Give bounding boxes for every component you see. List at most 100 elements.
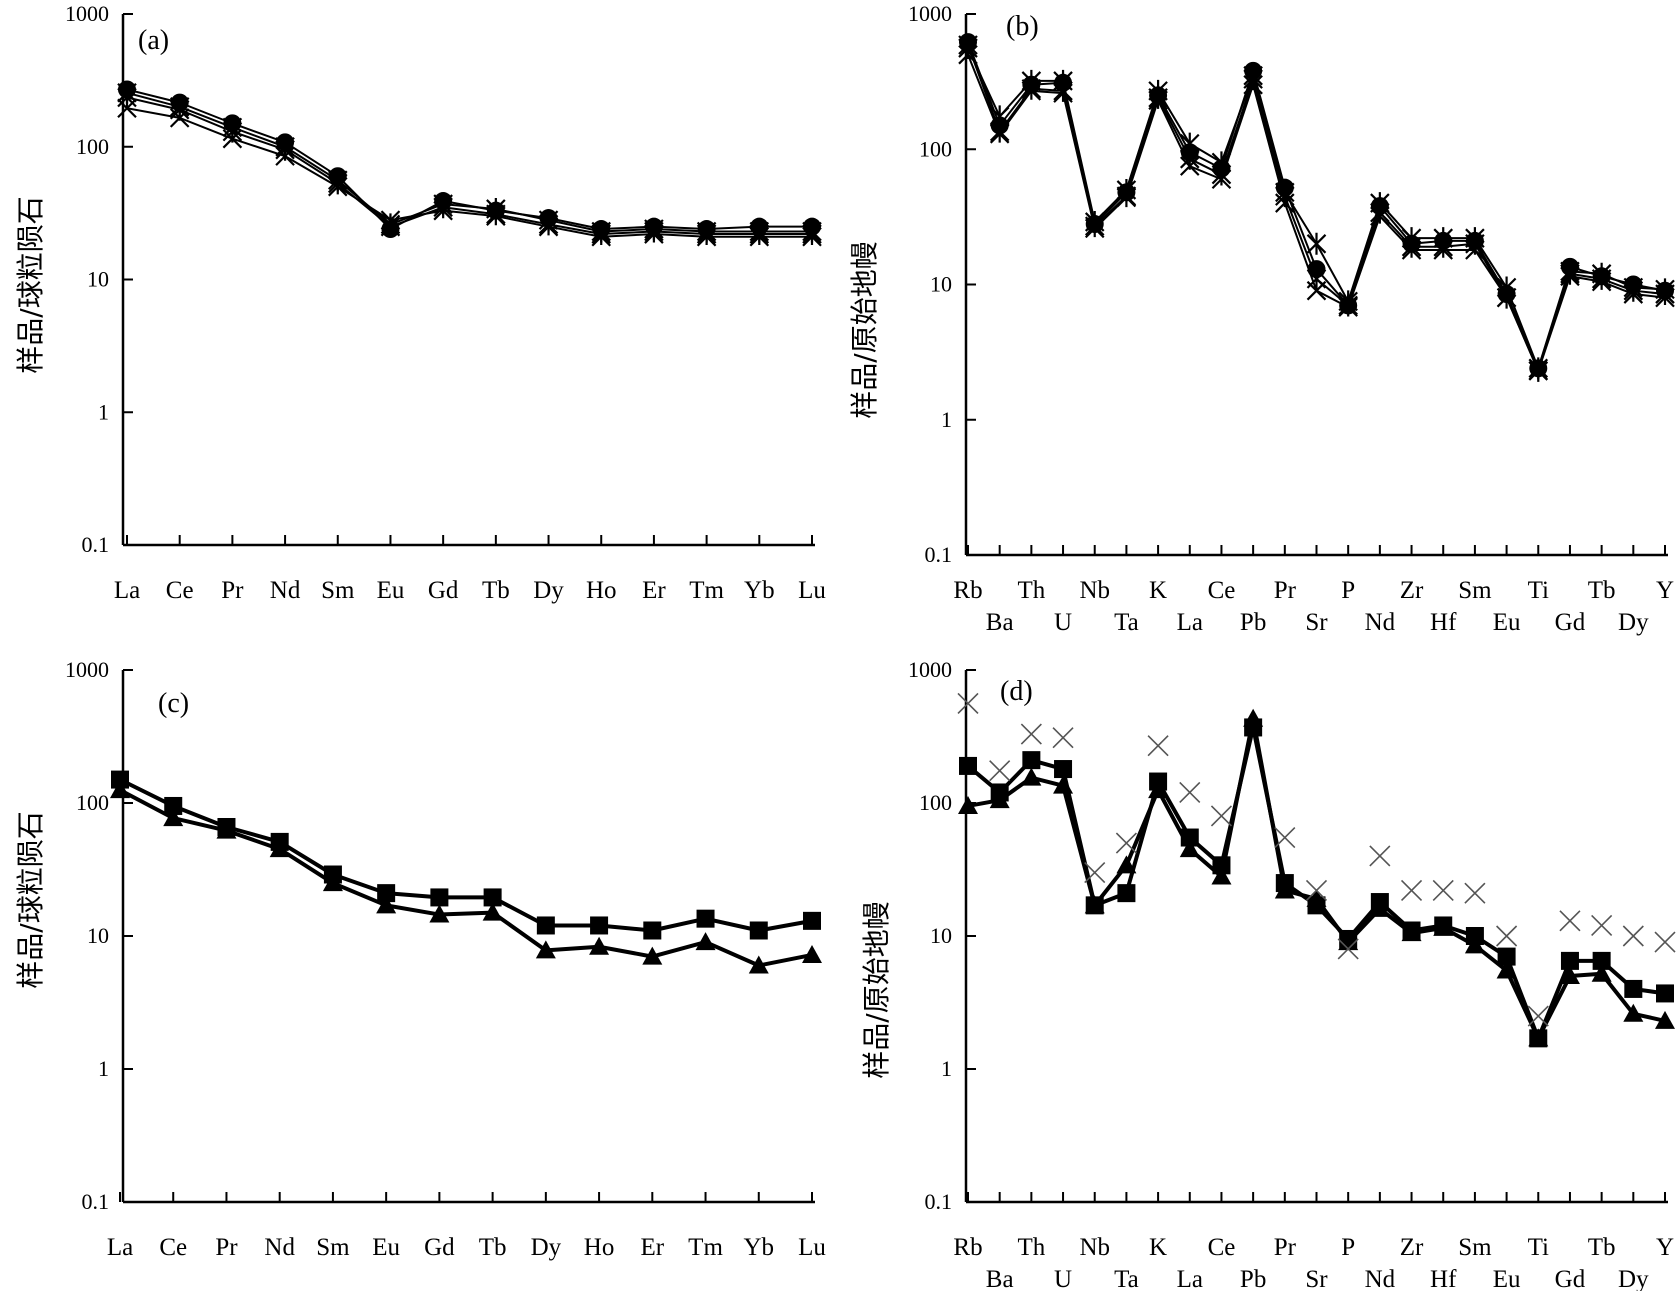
data-point (163, 808, 184, 827)
x-tick-label: Sr (1305, 1266, 1328, 1291)
x-tick-label: Pr (215, 1234, 238, 1261)
x-tick-label: U (1054, 609, 1072, 636)
data-point (538, 213, 559, 236)
y-tick-label: 0.1 (82, 1189, 110, 1214)
panel-label: (b) (1006, 11, 1039, 42)
x-tick-label: Tb (479, 1234, 507, 1261)
x-tick-label: Pr (221, 577, 244, 604)
x-tick-label: Tb (1588, 577, 1616, 604)
data-point (1338, 932, 1359, 951)
data-point (696, 223, 717, 246)
panel-label: (c) (158, 688, 189, 719)
x-tick-label: Zr (1400, 577, 1424, 604)
x-tick-label: U (1054, 1266, 1072, 1291)
data-point (590, 916, 609, 935)
x-tick-label: Gd (1555, 1266, 1586, 1291)
x-tick-label: Y (1656, 577, 1674, 604)
data-point (642, 946, 663, 965)
data-point (1052, 727, 1074, 749)
x-tick-label: Eu (1493, 609, 1521, 636)
data-point (486, 203, 506, 226)
y-tick-label: 10 (930, 923, 952, 948)
data-point (1464, 882, 1486, 904)
y-axis-label: 样品/球粒陨石 (14, 196, 47, 373)
x-tick-label: Rb (953, 1234, 982, 1261)
data-point (111, 770, 129, 789)
data-point (380, 210, 401, 230)
data-point (1656, 984, 1674, 1003)
data-point (1054, 760, 1073, 779)
x-tick-label: Tm (688, 1234, 723, 1261)
x-tick-label: Pb (1240, 1266, 1266, 1291)
x-tick-label: Ba (986, 609, 1014, 636)
x-tick-label: Tb (1588, 1234, 1616, 1261)
chart-c: 样品/球粒陨石 (c) 0.1 1 10 100 1000 La Ce Pr Nd Sm Eu Gd T… (14, 657, 826, 1261)
data-point (1560, 951, 1579, 970)
data-point (1559, 966, 1580, 985)
series-line (119, 788, 813, 968)
data-point (958, 795, 978, 814)
x-tick-label: Yb (744, 577, 775, 604)
x-tick-label: Gd (428, 577, 459, 604)
data-point (1210, 805, 1233, 827)
data-point (1243, 708, 1264, 727)
data-point (1053, 79, 1073, 102)
x-tick-label: Nd (264, 1234, 295, 1261)
x-tick-label: Zr (1400, 1234, 1424, 1261)
x-tick-label: Eu (1493, 1266, 1521, 1291)
x-tick-label: Lu (798, 577, 826, 604)
data-point (482, 902, 503, 921)
data-point (1306, 280, 1327, 301)
y-tick-label: 10 (87, 923, 109, 948)
x-tick-label: Dy (533, 577, 564, 604)
data-point (958, 44, 978, 65)
data-point (222, 128, 243, 149)
x-tick-label: Sm (1458, 577, 1492, 604)
data-point (1084, 861, 1106, 884)
data-point (1179, 781, 1201, 804)
x-tick-label: La (114, 577, 140, 604)
x-tick-label: Th (1017, 1234, 1045, 1261)
data-point (164, 796, 183, 815)
data-point (749, 921, 768, 940)
x-tick-label: Eu (377, 577, 405, 604)
series-reference (957, 692, 1676, 1027)
data-point (1021, 767, 1042, 786)
data-point (1400, 879, 1423, 902)
x-tick-label: Tm (689, 577, 724, 604)
x-tick-label: Ce (1208, 1234, 1236, 1261)
data-point (1179, 839, 1200, 858)
data-point (1623, 1003, 1644, 1022)
data-point (696, 226, 717, 247)
data-point (589, 936, 610, 955)
x-tick-label: Ho (586, 577, 617, 604)
data-point (322, 873, 343, 892)
data-point (1116, 855, 1137, 874)
data-point (1116, 187, 1137, 208)
data-point (643, 921, 662, 940)
data-point (1401, 235, 1422, 258)
data-point (1655, 287, 1675, 308)
data-point (1496, 287, 1517, 308)
y-tick-label: 0.1 (82, 532, 110, 557)
data-point (749, 226, 770, 247)
data-point (1306, 888, 1327, 907)
data-point (1274, 880, 1295, 899)
data-point (695, 932, 716, 951)
x-tick-label: Er (641, 1234, 665, 1261)
data-point (1179, 156, 1200, 176)
y-axis-label: 样品/原始地幔 (848, 241, 881, 418)
x-tick-label: Nd (1365, 1266, 1396, 1291)
data-point (1148, 90, 1168, 111)
y-tick-label: 1000 (65, 657, 109, 682)
data-point (591, 226, 612, 247)
x-tick-label: Hf (1430, 1266, 1457, 1291)
x-tick-label: Ce (1208, 577, 1236, 604)
data-point (483, 888, 502, 907)
data-point (269, 839, 290, 858)
data-point (1401, 240, 1422, 260)
data-point (959, 756, 977, 775)
x-tick-label: Pr (1274, 1234, 1297, 1261)
